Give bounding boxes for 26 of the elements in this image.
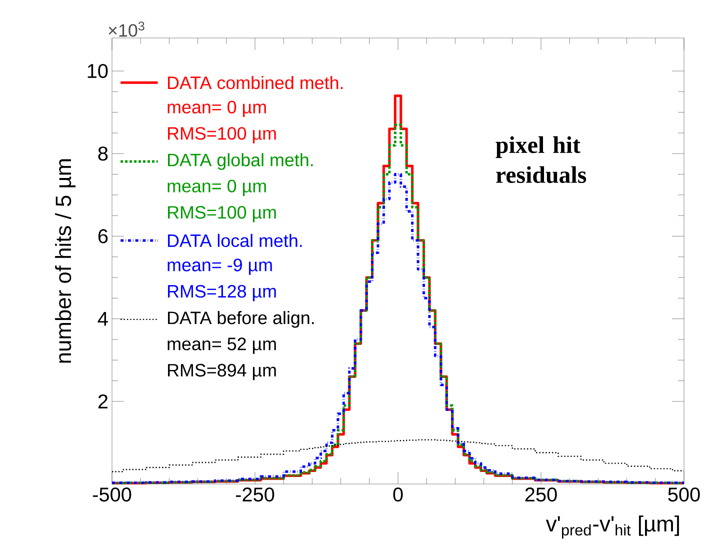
x-tick-label: 500: [668, 488, 700, 502]
annotation: RMS=100 µm: [168, 206, 276, 222]
y-tick-label: 2: [98, 394, 108, 408]
annotation: mean= -9 µm: [168, 258, 272, 275]
x-tick-label: -250: [236, 488, 274, 502]
annotation: RMS=894 µm: [168, 364, 276, 380]
text: ×10$^{3}$: [108, 22, 144, 37]
annotation: mean= 52 µm: [168, 338, 276, 354]
y-tick-label: 6: [98, 229, 108, 244]
y-tick-label: 4: [98, 312, 108, 326]
legend-label: DATA global meth.: [168, 153, 313, 170]
y-tick-label: 8: [98, 146, 108, 161]
legend-label: DATA before align.: [168, 311, 314, 328]
x-tick-label: 0: [393, 488, 403, 502]
annotation: mean= 0 µm: [168, 100, 266, 118]
y-axis-title: number of hits / 5 µm: [55, 159, 76, 363]
annotation: RMS=128 µm: [168, 284, 276, 302]
legend-label: DATA local meth.: [168, 234, 302, 248]
x-tick-label: 250: [525, 488, 557, 502]
legend-label: DATA combined meth.: [168, 76, 343, 90]
annotation: RMS=100 µm: [168, 127, 276, 144]
annotation: mean= 0 µm: [168, 180, 266, 196]
annotation: pixel hit residuals: [496, 136, 586, 184]
x-axis-title: v'$_{pred}$-v'$_{hit}$ [µm]: [546, 515, 679, 539]
y-tick-label: 10: [88, 64, 108, 78]
x-tick-label: -500: [92, 488, 132, 502]
